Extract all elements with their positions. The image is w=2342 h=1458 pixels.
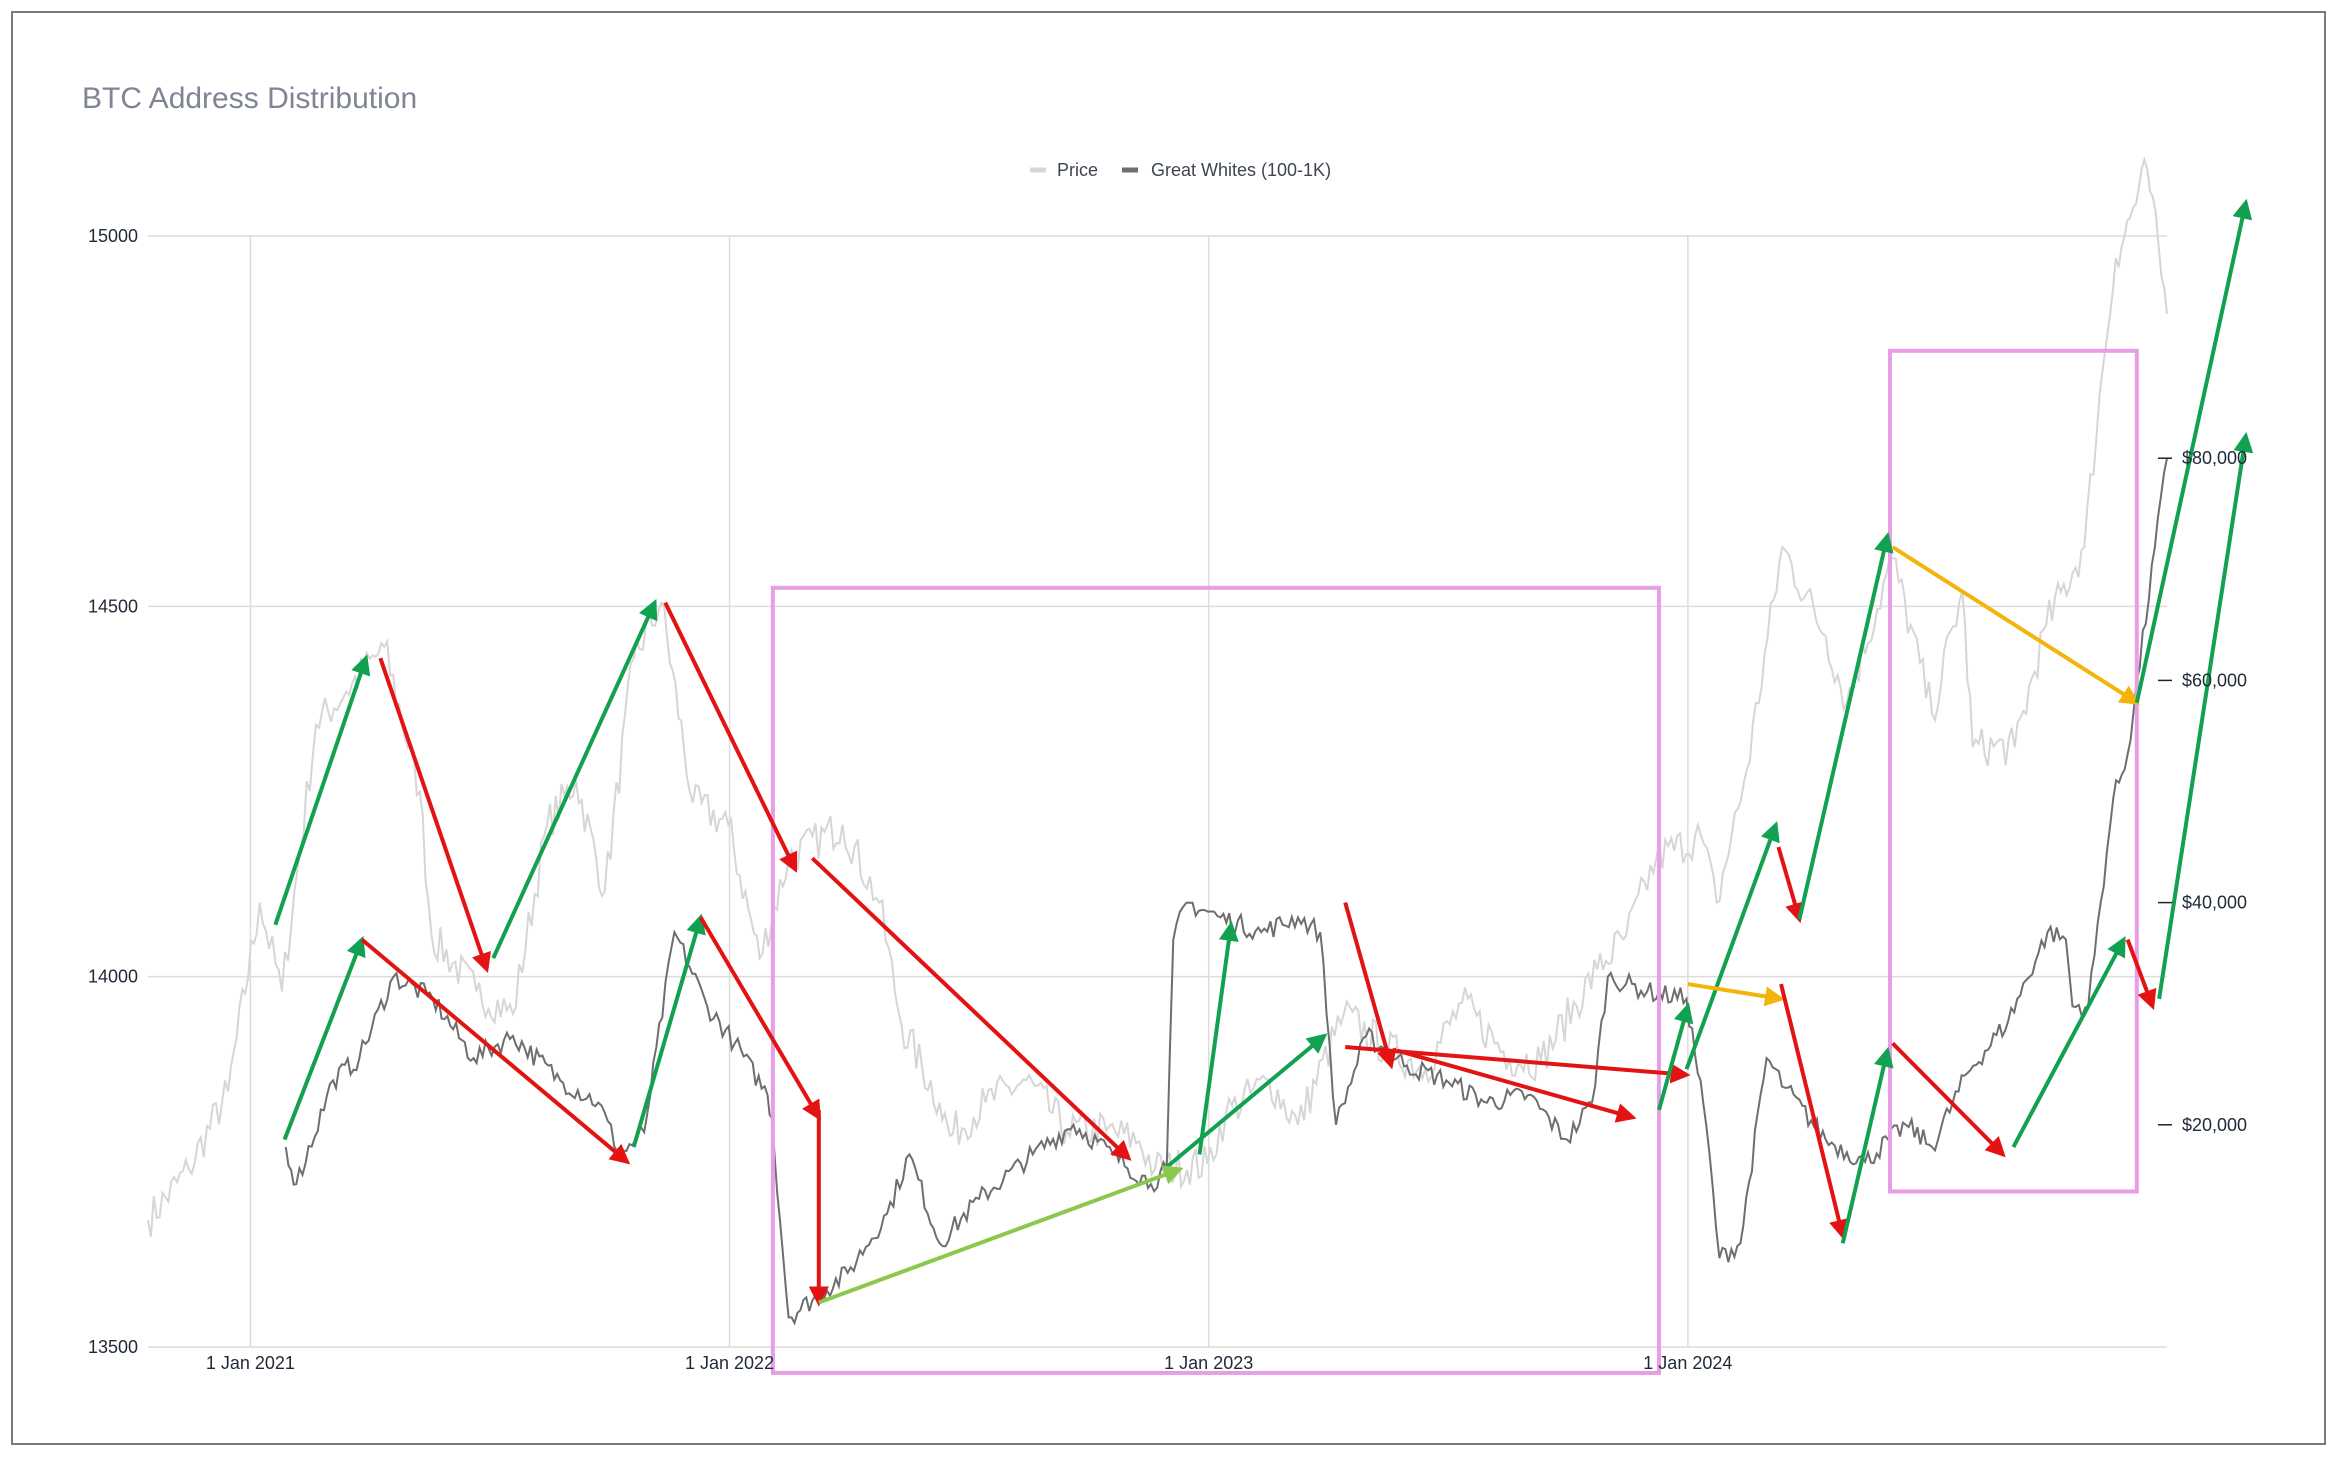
trend-arrow-11 <box>1891 545 2141 705</box>
chart-title: BTC Address Distribution <box>82 82 417 115</box>
trend-arrow-9 <box>1776 846 1805 924</box>
trend-arrow-24 <box>1779 983 1849 1240</box>
trend-arrow-14 <box>360 938 631 1165</box>
trend-arrow-2 <box>378 657 491 974</box>
x-tick-label: 1 Jan 2023 <box>1164 1353 1253 1373</box>
legend-label-great-whites: Great Whites (100-1K) <box>1151 160 1331 180</box>
x-tick-label: 1 Jan 2024 <box>1643 1353 1732 1373</box>
trend-arrow-19 <box>1197 920 1239 1155</box>
trend-arrow-29 <box>2157 432 2254 1000</box>
gridlines <box>148 235 2167 1348</box>
series-line-price <box>147 156 2168 1237</box>
trend-arrow-12 <box>2134 198 2253 704</box>
trend-arrow-27 <box>2011 936 2126 1148</box>
trend-arrow-13 <box>282 935 366 1141</box>
trend-arrow-28 <box>2125 938 2157 1011</box>
trend-arrow-21 <box>1397 1048 1637 1123</box>
trend-arrow-10 <box>1797 532 1894 920</box>
x-tick-label: 1 Jan 2021 <box>206 1353 295 1373</box>
axis-labels: 13500 14000 14500 15000 $20,000 $40,000 $60,00… <box>88 226 2247 1373</box>
trend-arrow-6 <box>1162 1033 1328 1171</box>
trend-arrow-22 <box>1657 1002 1694 1111</box>
trend-arrow-20 <box>1343 902 1397 1070</box>
chart-frame <box>11 11 2326 1445</box>
trend-arrow-4 <box>663 601 798 873</box>
y-right-tick-label: $80,000 <box>2182 448 2247 468</box>
y-left-tick-label: 14000 <box>88 967 138 987</box>
trend-arrow-5 <box>810 856 1132 1161</box>
y-left-tick-label: 14500 <box>88 596 138 616</box>
trend-arrow-26 <box>1891 1041 2006 1158</box>
trend-arrow-8 <box>1684 821 1780 1070</box>
trend-arrow-23 <box>1687 982 1786 1007</box>
trend-arrow-25 <box>1840 1046 1894 1244</box>
trend-arrow-18 <box>818 1165 1184 1305</box>
trend-arrow-3 <box>491 598 658 959</box>
highlight-box-2 <box>1888 348 2139 1194</box>
y-right-tick-label: $60,000 <box>2182 670 2247 690</box>
highlight-box-1 <box>770 585 1661 1375</box>
trend-arrow-1 <box>273 654 371 926</box>
y-left-tick-label: 13500 <box>88 1337 138 1357</box>
chart-legend: Price Great Whites (100-1K) <box>1030 160 1331 180</box>
legend-label-price: Price <box>1057 160 1098 180</box>
x-tick-label: 1 Jan 2022 <box>685 1353 774 1373</box>
annotation-layer <box>273 198 2254 1375</box>
y-left-tick-label: 15000 <box>88 226 138 246</box>
trend-arrow-16 <box>698 916 821 1121</box>
trend-arrow-15 <box>631 913 706 1148</box>
y-right-tick-label: $20,000 <box>2182 1115 2247 1135</box>
y-right-tick-label: $40,000 <box>2182 893 2247 913</box>
